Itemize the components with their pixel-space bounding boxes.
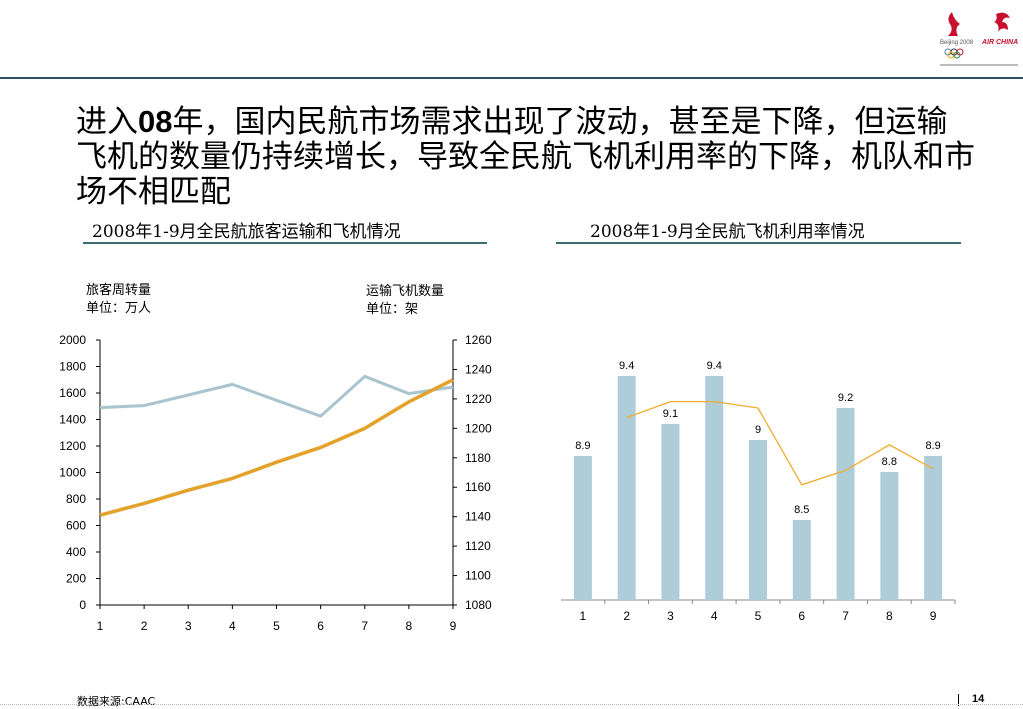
x-tick-label: 1 bbox=[580, 609, 587, 623]
right-y-tick-label: 1240 bbox=[465, 362, 492, 376]
utilization-trend-line bbox=[626, 400, 934, 486]
right-y-tick-label: 1100 bbox=[465, 569, 491, 583]
x-tick-label: 5 bbox=[755, 609, 762, 623]
right-y-tick-label: 1080 bbox=[465, 598, 492, 612]
x-tick-label: 7 bbox=[361, 619, 368, 633]
left-y-tick-label: 200 bbox=[66, 572, 86, 586]
left-y-tick-label: 800 bbox=[66, 492, 86, 506]
games-text: Beijing 2008 bbox=[940, 40, 974, 46]
page-separator bbox=[958, 694, 959, 706]
bar-value-label: 9.2 bbox=[838, 392, 853, 404]
left-y-tick-label: 1200 bbox=[59, 439, 86, 453]
phoenix-icon bbox=[994, 12, 1010, 32]
aircraft-count-line bbox=[99, 378, 454, 517]
x-tick-label: 4 bbox=[711, 609, 718, 623]
x-tick-label: 6 bbox=[317, 619, 324, 633]
bar-value-label: 8.5 bbox=[794, 504, 809, 516]
right-title-underline bbox=[556, 242, 961, 244]
x-tick-label: 3 bbox=[667, 609, 674, 623]
utilization-bar bbox=[661, 424, 680, 600]
right-y-tick-label: 1260 bbox=[465, 333, 492, 347]
sponsor-logos: Beijing 2008 AIR CHINA bbox=[938, 4, 1020, 72]
x-tick-label: 4 bbox=[229, 619, 236, 633]
utilization-bar bbox=[836, 408, 855, 600]
x-tick-label: 5 bbox=[273, 619, 280, 633]
passenger-turnover-line bbox=[99, 374, 454, 418]
header-divider bbox=[0, 77, 1023, 79]
x-tick-label: 2 bbox=[141, 619, 148, 633]
right-y-tick-label: 1200 bbox=[465, 421, 492, 435]
footer-divider bbox=[0, 704, 1023, 705]
left-axis-unit: 旅客周转量 单位：万人 bbox=[86, 283, 152, 316]
x-tick-label: 7 bbox=[842, 609, 849, 623]
x-tick-label: 2 bbox=[623, 609, 630, 623]
utilization-bar bbox=[880, 472, 899, 600]
utilization-bar bbox=[749, 440, 767, 600]
left-y-tick-label: 1000 bbox=[59, 466, 86, 480]
x-tick-label: 9 bbox=[930, 609, 937, 623]
olympic-seal-icon bbox=[948, 12, 960, 36]
utilization-bar bbox=[924, 456, 943, 600]
x-tick-label: 8 bbox=[406, 619, 413, 633]
x-tick-label: 3 bbox=[185, 619, 192, 633]
bar-value-label: 9 bbox=[755, 424, 761, 436]
bar-value-label: 8.8 bbox=[882, 456, 897, 468]
passenger-aircraft-line-chart: 0 200 400 600 800 1000 1200 1400 1600 1800 2000 108… bbox=[59, 333, 492, 633]
utilization-bar bbox=[573, 456, 592, 600]
left-y-tick-label: 400 bbox=[66, 545, 86, 559]
x-tick-label: 8 bbox=[886, 609, 893, 623]
right-axis-unit: 运输飞机数量 单位：架 bbox=[366, 284, 445, 317]
left-title-underline bbox=[83, 242, 487, 244]
right-y-tick-label: 1120 bbox=[465, 539, 491, 553]
aircraft-utilization-bar-chart: 8.9 1 9.4 2 9.1 3 9.4 4 9 5 8.5 6 9.2 7 8.8 8 8.9 9 bbox=[561, 360, 956, 623]
bar-value-label: 9.4 bbox=[619, 360, 634, 372]
right-y-tick-label: 1160 bbox=[465, 480, 491, 494]
left-y-tick-label: 600 bbox=[66, 519, 86, 533]
x-tick-label: 6 bbox=[798, 609, 805, 623]
x-tick-label: 9 bbox=[450, 619, 457, 633]
bar-value-label: 8.9 bbox=[575, 440, 590, 452]
airline-text: AIR CHINA bbox=[981, 39, 1018, 46]
left-y-tick-label: 1400 bbox=[59, 413, 86, 427]
right-chart-title: 2008年1-9月全民航飞机利用率情况 bbox=[590, 222, 865, 242]
utilization-bar bbox=[792, 520, 811, 600]
bar-value-label: 9.1 bbox=[663, 408, 678, 420]
bar-value-label: 9.4 bbox=[707, 360, 722, 372]
right-y-tick-label: 1220 bbox=[465, 392, 492, 406]
left-y-tick-label: 2000 bbox=[59, 333, 86, 347]
utilization-bar bbox=[617, 376, 636, 600]
x-tick-label: 1 bbox=[97, 619, 104, 633]
data-source: 数据来源:CAAC bbox=[77, 695, 156, 708]
right-y-tick-label: 1180 bbox=[465, 451, 491, 465]
left-chart-title: 2008年1-9月全民航旅客运输和飞机情况 bbox=[92, 222, 401, 242]
page-number: 14 bbox=[972, 693, 985, 705]
right-y-tick-label: 1140 bbox=[465, 510, 491, 524]
bar-value-label: 8.9 bbox=[925, 440, 940, 452]
left-y-tick-label: 1800 bbox=[59, 360, 86, 374]
slide-headline: 进入08年，国内民航市场需求出现了波动，甚至是下降，但运输飞机的数量仍持续增长，… bbox=[76, 104, 975, 210]
left-y-tick-label: 0 bbox=[79, 598, 86, 612]
utilization-bar bbox=[705, 376, 724, 600]
left-y-tick-label: 1600 bbox=[59, 386, 86, 400]
